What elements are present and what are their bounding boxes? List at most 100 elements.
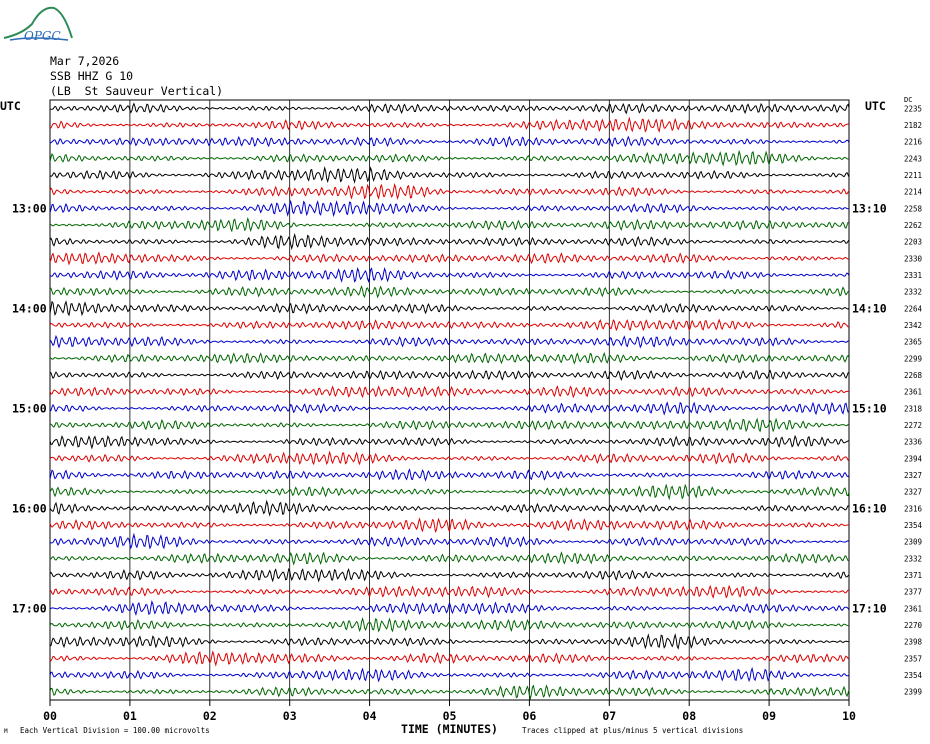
dc-offset-label: 2399 [904, 688, 922, 697]
x-tick-label-08: 08 [682, 709, 696, 723]
dc-offset-label: 2203 [904, 238, 922, 247]
trace-row-25 [49, 517, 850, 534]
trace-row-15 [49, 352, 850, 365]
trace-row-0 [49, 102, 850, 115]
dc-offset-label: 2262 [904, 221, 922, 230]
dc-offset-label: 2377 [904, 588, 922, 597]
trace-row-29 [49, 584, 850, 599]
chart-date: Mar 7,2026 [50, 54, 120, 68]
dc-offset-label: 2361 [904, 388, 922, 397]
dc-offset-label: 2235 [904, 104, 922, 113]
dc-offset-label: 2318 [904, 404, 923, 413]
dc-offset-label: 2299 [904, 354, 922, 363]
dc-offset-label: 2332 [904, 288, 922, 297]
dc-offset-label: 2398 [904, 638, 923, 647]
trace-row-34 [49, 666, 850, 683]
dc-offset-label: 2243 [904, 154, 922, 163]
dc-offset-label: 2342 [904, 321, 922, 330]
trace-row-23 [49, 483, 850, 501]
dc-offset-label: 2365 [904, 338, 922, 347]
dc-offset-label: 2327 [904, 488, 922, 497]
x-tick-label-06: 06 [522, 709, 536, 723]
footer-mark: M [4, 728, 8, 735]
right-utc-label: UTC [865, 99, 886, 113]
dc-offset-label: 2327 [904, 471, 922, 480]
x-tick-label-01: 01 [123, 709, 137, 723]
right-time-label: 14:10 [852, 301, 887, 315]
x-axis-title: TIME (MINUTES) [401, 722, 498, 736]
left-time-label: 16:00 [12, 501, 47, 515]
x-tick-label-07: 07 [602, 709, 616, 723]
dc-offset-label: 2216 [904, 138, 923, 147]
trace-row-21 [49, 450, 850, 466]
trace-row-19 [49, 417, 850, 433]
station-location: (LB St Sauveur Vertical) [50, 84, 224, 98]
trace-row-31 [49, 616, 850, 633]
x-tick-label-09: 09 [762, 709, 776, 723]
logo-text: OPGC [24, 29, 61, 43]
x-tick-label-10: 10 [842, 709, 856, 723]
dc-offset-label: 2354 [904, 671, 923, 680]
left-utc-label: UTC [0, 99, 21, 113]
dc-offset-label: 2316 [904, 504, 923, 513]
right-time-label: 17:10 [852, 601, 887, 615]
trace-row-2 [49, 135, 850, 148]
dc-offset-label: 2258 [904, 204, 923, 213]
trace-row-11 [49, 285, 850, 299]
dc-offset-label: 2336 [904, 438, 923, 447]
trace-row-28 [49, 567, 850, 583]
left-time-label: 14:00 [12, 301, 47, 315]
trace-row-12 [49, 300, 850, 317]
dc-offset-label: 2354 [904, 521, 923, 530]
dc-offset-label: 2270 [904, 621, 923, 630]
dc-offset-label: 2332 [904, 554, 922, 563]
trace-row-3 [49, 149, 850, 167]
dc-offset-label: 2361 [904, 604, 922, 613]
trace-row-24 [49, 499, 850, 517]
dc-offset-label: 2211 [904, 171, 922, 180]
trace-row-30 [49, 600, 850, 617]
footer-right-note: Traces clipped at plus/minus 5 vertical … [522, 726, 743, 735]
trace-row-9 [49, 251, 850, 266]
trace-row-6 [49, 199, 850, 218]
station-code: SSB HHZ G 10 [50, 69, 134, 83]
dc-offset-label: 2394 [904, 454, 923, 463]
dc-offset-label: 2268 [904, 371, 923, 380]
dc-offset-label: 2371 [904, 571, 922, 580]
trace-row-16 [49, 369, 850, 382]
left-time-label: 15:00 [12, 401, 47, 415]
dc-offset-label: 2330 [904, 254, 923, 263]
trace-row-27 [49, 551, 850, 566]
dc-offset-label: 2331 [904, 271, 922, 280]
dc-header-label: DC [904, 96, 912, 104]
opgc-logo: OPGC [3, 6, 73, 43]
trace-row-10 [49, 267, 850, 284]
trace-row-1 [49, 116, 850, 133]
trace-row-20 [49, 434, 850, 450]
dc-offset-label: 2357 [904, 654, 922, 663]
x-tick-label-04: 04 [363, 709, 377, 723]
right-time-label: 16:10 [852, 501, 887, 515]
trace-row-32 [49, 633, 850, 650]
trace-row-13 [49, 318, 850, 332]
trace-row-8 [49, 232, 850, 251]
right-time-label: 13:10 [852, 201, 887, 215]
trace-row-26 [49, 532, 850, 550]
x-tick-label-00: 00 [43, 709, 57, 723]
dc-offset-label: 2264 [904, 304, 923, 313]
trace-row-33 [49, 650, 850, 667]
x-tick-label-03: 03 [283, 709, 297, 723]
x-tick-label-02: 02 [203, 709, 217, 723]
trace-row-22 [49, 468, 850, 482]
dc-offset-label: 2309 [904, 538, 922, 547]
right-time-label: 15:10 [852, 401, 887, 415]
trace-row-7 [49, 216, 850, 233]
trace-row-5 [49, 182, 850, 200]
dc-offset-label: 2272 [904, 421, 922, 430]
trace-row-4 [49, 166, 850, 184]
left-time-label: 13:00 [12, 201, 47, 215]
trace-row-35 [49, 684, 850, 701]
trace-row-18 [49, 401, 850, 416]
trace-row-14 [49, 334, 850, 349]
